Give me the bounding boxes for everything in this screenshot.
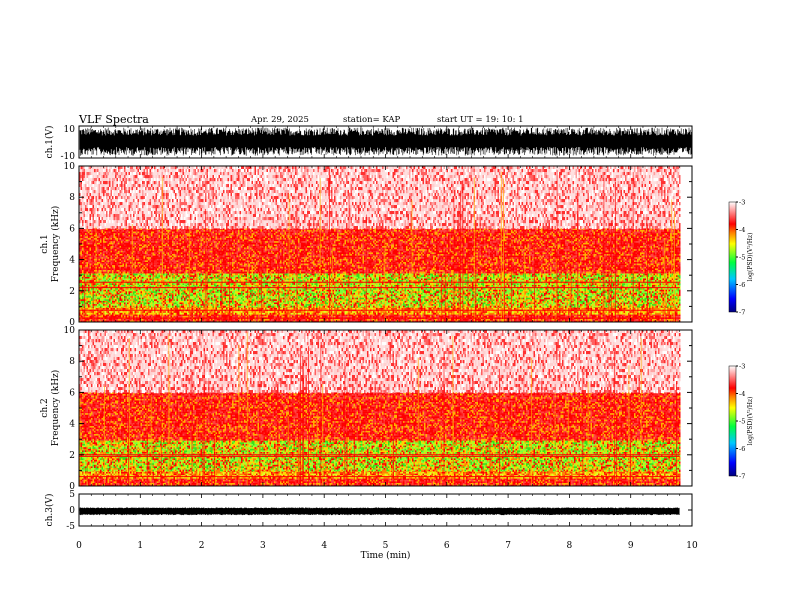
- ch3-waveform-trace: [80, 507, 679, 515]
- colorbar-tick-label: -3: [739, 199, 745, 207]
- x-tick-label: 5: [383, 541, 389, 551]
- ch1-waveform-line: [80, 128, 691, 156]
- ch1-waveform-ylabel: ch.1(V): [44, 126, 55, 159]
- y-tick-label: -10: [61, 152, 76, 162]
- colorbar-tick-label: -3: [739, 363, 745, 371]
- colorbar-tick-label: -5: [739, 418, 745, 426]
- x-tick-label: 0: [76, 541, 82, 551]
- x-tick-label: 9: [628, 541, 634, 551]
- colorbar-tick-label: -6: [739, 281, 745, 289]
- ch2-spectrogram-image: [79, 330, 681, 486]
- y-tick-label: 6: [69, 224, 75, 234]
- x-tick-label: 10: [686, 541, 698, 551]
- ch1-ylabel-channel: ch.1: [40, 234, 50, 253]
- vlf-spectra-figure: 10-10ch.1(V)0246810ch.1 Frequency (kHz)-3…: [0, 0, 792, 612]
- colorbar-tick-label: -4: [739, 226, 745, 234]
- y-tick-label: 4: [69, 256, 75, 266]
- ch1-colorbar: [729, 202, 736, 312]
- ch3-waveform-ylabel: ch.3(V): [44, 494, 55, 527]
- ch1-colorbar-label: log(PSD)(V²/Hz): [747, 233, 754, 282]
- y-tick-label: 10: [64, 162, 76, 172]
- colorbar-tick-label: -7: [739, 473, 745, 481]
- y-tick-label: 10: [64, 326, 76, 336]
- colorbar-tick-label: -5: [739, 254, 745, 262]
- ch3-waveform-line: [80, 507, 679, 515]
- y-tick-label: 6: [69, 388, 75, 398]
- x-tick-label: 1: [137, 541, 143, 551]
- ch1-spectrogram-image: [79, 166, 681, 322]
- y-tick-label: -5: [66, 522, 75, 532]
- y-tick-label: 0: [69, 506, 75, 516]
- x-tick-label: 7: [505, 541, 511, 551]
- ch2-colorbar-label: log(PSD)(V²/Hz): [747, 397, 754, 446]
- y-tick-label: 8: [69, 357, 75, 367]
- x-tick-label: 8: [567, 541, 573, 551]
- ch1-waveform-trace: [80, 128, 691, 156]
- colorbar-tick-label: -6: [739, 445, 745, 453]
- y-tick-label: 8: [69, 193, 75, 203]
- ch2-colorbar: [729, 366, 736, 476]
- colorbar-tick-label: -4: [739, 390, 745, 398]
- y-tick-label: 2: [69, 287, 75, 297]
- y-tick-label: 10: [64, 125, 76, 135]
- x-tick-label: 6: [444, 541, 450, 551]
- ch2-ylabel-frequency: Frequency (kHz): [50, 370, 61, 447]
- x-axis-label: Time (min): [361, 550, 411, 561]
- colorbar-tick-label: -7: [739, 309, 745, 317]
- y-tick-label: 4: [69, 420, 75, 430]
- x-tick-label: 2: [199, 541, 205, 551]
- ch1-ylabel-frequency: Frequency (kHz): [50, 206, 61, 283]
- ch2-ylabel-channel: ch.2: [40, 398, 50, 417]
- y-tick-label: 5: [69, 490, 75, 500]
- x-tick-label: 4: [321, 541, 327, 551]
- y-tick-label: 2: [69, 451, 75, 461]
- x-tick-label: 3: [260, 541, 266, 551]
